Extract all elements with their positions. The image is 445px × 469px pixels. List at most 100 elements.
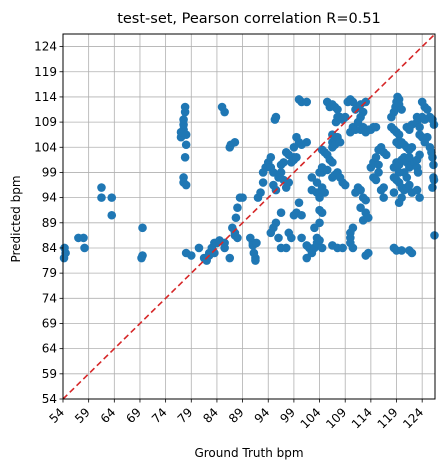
data-point xyxy=(374,160,383,170)
data-point xyxy=(302,97,312,107)
y-tick-label: 84 xyxy=(42,241,57,255)
data-point xyxy=(317,243,327,253)
data-point xyxy=(138,223,147,233)
data-point xyxy=(407,142,417,152)
identity-reference-line xyxy=(62,33,436,400)
data-point xyxy=(361,195,371,205)
data-point xyxy=(186,251,196,260)
data-point xyxy=(230,231,240,240)
data-point xyxy=(220,243,229,253)
data-point xyxy=(322,165,332,175)
data-point xyxy=(307,185,317,195)
data-point xyxy=(302,241,312,250)
data-point xyxy=(302,137,312,147)
data-point xyxy=(417,132,427,142)
data-point xyxy=(371,153,381,162)
data-point xyxy=(276,208,286,218)
x-axis-label: Ground Truth bpm xyxy=(194,446,303,460)
data-point xyxy=(107,193,117,202)
data-point xyxy=(181,140,191,150)
data-point xyxy=(137,253,146,263)
data-point xyxy=(407,248,417,258)
data-point xyxy=(233,203,242,212)
data-point xyxy=(415,150,424,160)
data-point xyxy=(97,183,106,192)
y-tick-label: 124 xyxy=(34,40,57,54)
data-point xyxy=(340,112,350,122)
data-point xyxy=(276,168,286,177)
data-point xyxy=(271,218,281,228)
data-point xyxy=(363,248,373,258)
data-point xyxy=(60,243,69,253)
data-point xyxy=(274,233,283,243)
data-point xyxy=(315,205,324,215)
data-point xyxy=(315,193,324,202)
data-point xyxy=(220,107,229,117)
data-point xyxy=(256,188,265,197)
data-point xyxy=(252,238,261,248)
data-point xyxy=(287,233,296,243)
data-point xyxy=(281,243,291,253)
y-tick-label: 79 xyxy=(42,266,57,280)
data-point xyxy=(279,158,288,167)
data-point xyxy=(231,213,241,223)
data-point xyxy=(371,175,381,185)
data-point xyxy=(397,193,406,202)
data-point xyxy=(266,153,276,162)
data-point xyxy=(194,243,204,253)
y-tick-label: 119 xyxy=(34,65,57,79)
data-point xyxy=(230,137,240,147)
y-tick-label: 104 xyxy=(34,140,57,154)
chart-title: test-set, Pearson correlation R=0.51 xyxy=(117,11,381,27)
data-point xyxy=(181,180,191,190)
data-point xyxy=(389,188,399,197)
data-point xyxy=(181,130,191,139)
data-point xyxy=(238,193,247,202)
data-point xyxy=(179,115,188,124)
data-point xyxy=(271,112,281,122)
data-point xyxy=(429,120,439,129)
data-point xyxy=(379,193,388,202)
data-point xyxy=(381,150,391,160)
data-point xyxy=(180,102,190,112)
data-point xyxy=(315,218,324,228)
data-point xyxy=(412,185,422,195)
data-point xyxy=(423,105,432,114)
data-point xyxy=(294,198,304,207)
data-point xyxy=(415,122,424,132)
data-point xyxy=(297,210,306,220)
y-tick-label: 69 xyxy=(42,316,57,330)
data-point xyxy=(394,130,404,139)
reference-line-layer xyxy=(62,33,436,400)
y-tick-label: 59 xyxy=(42,367,57,381)
plot-frame xyxy=(62,33,436,400)
data-point xyxy=(348,243,358,253)
y-tick-label: 99 xyxy=(42,165,57,179)
data-point xyxy=(429,160,438,170)
data-point xyxy=(405,180,414,190)
data-point xyxy=(376,185,386,195)
data-point xyxy=(328,158,337,167)
y-tick-label: 114 xyxy=(34,90,57,104)
data-point xyxy=(258,178,268,187)
data-point xyxy=(315,236,324,245)
data-point xyxy=(333,105,342,114)
y-tick-label: 94 xyxy=(42,191,57,205)
data-point xyxy=(97,193,106,202)
data-point xyxy=(340,180,350,190)
data-point xyxy=(415,193,424,202)
data-point xyxy=(292,153,301,162)
data-point xyxy=(251,256,260,265)
data-point xyxy=(79,233,88,243)
y-tick-label: 64 xyxy=(42,342,57,356)
y-tick-label: 54 xyxy=(42,392,57,406)
y-tick-label: 109 xyxy=(34,115,57,129)
data-point xyxy=(371,122,381,132)
data-point xyxy=(180,153,190,162)
data-point xyxy=(80,243,89,253)
points-layer xyxy=(59,92,439,265)
data-point xyxy=(356,185,365,195)
data-point xyxy=(338,243,347,253)
